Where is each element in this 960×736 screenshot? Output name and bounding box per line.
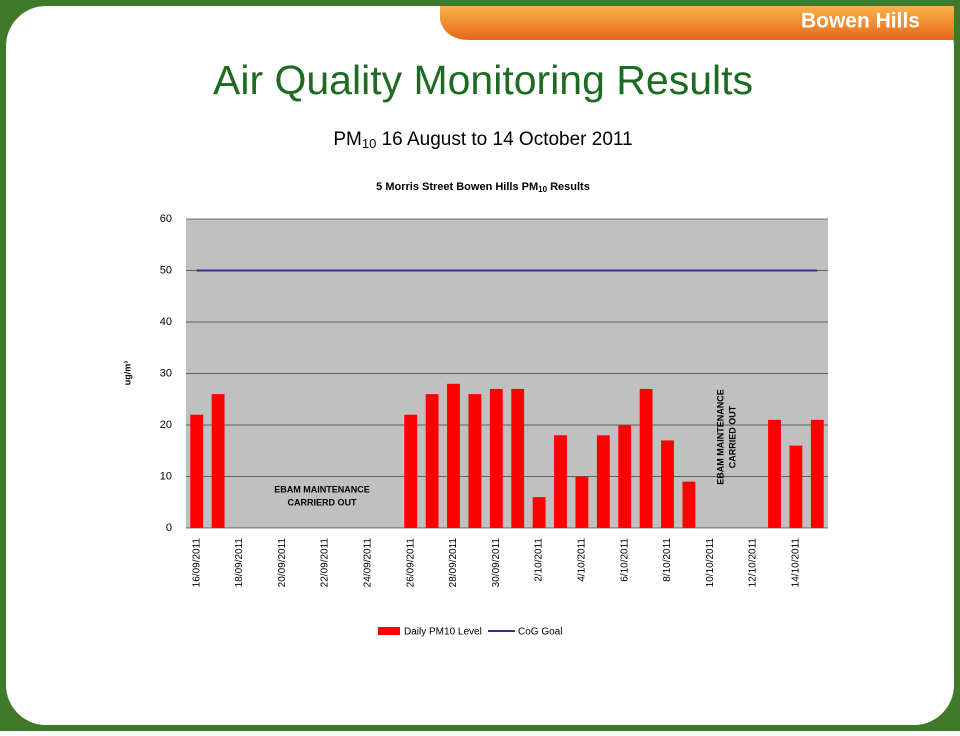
- subtitle-sub: 10: [362, 136, 376, 151]
- x-tick-label: 22/09/2011: [320, 538, 331, 588]
- bar: [661, 440, 674, 528]
- bar: [426, 394, 439, 528]
- bar: [811, 420, 824, 528]
- bar: [447, 384, 460, 528]
- x-tick-label: 8/10/2011: [662, 538, 673, 582]
- annotation: EBAM MAINTENANCE: [715, 389, 725, 485]
- bar: [533, 497, 546, 528]
- x-tick-label: 6/10/2011: [619, 538, 630, 582]
- y-axis-label: ug/m³: [122, 361, 132, 386]
- bar: [404, 415, 417, 528]
- y-tick-label: 20: [160, 419, 172, 431]
- y-tick-label: 0: [166, 522, 172, 534]
- x-tick-label: 30/09/2011: [491, 538, 502, 588]
- bar: [190, 415, 203, 528]
- x-tick-label: 12/10/2011: [748, 538, 759, 588]
- x-tick-label: 28/09/2011: [448, 538, 459, 588]
- x-tick-label: 24/09/2011: [363, 538, 374, 588]
- x-tick-label: 4/10/2011: [577, 538, 588, 582]
- y-tick-label: 40: [160, 316, 172, 328]
- bar: [682, 482, 695, 528]
- legend-label: Daily PM10 Level: [404, 627, 482, 638]
- bar: [212, 394, 225, 528]
- x-tick-label: 14/10/2011: [791, 538, 802, 588]
- legend-swatch: [378, 627, 400, 635]
- legend-label: CoG Goal: [518, 627, 562, 638]
- slide-title: Air Quality Monitoring Results: [213, 57, 753, 103]
- page: Bowen Hills Air Quality Monitoring Resul…: [0, 0, 960, 736]
- chart-title-part: Results: [547, 181, 590, 193]
- subtitle-part: PM: [333, 129, 362, 150]
- x-tick-label: 20/09/2011: [277, 538, 288, 588]
- x-tick-label: 26/09/2011: [405, 538, 416, 588]
- annotation: CARRIERD OUT: [288, 497, 358, 507]
- x-tick-label: 18/09/2011: [234, 538, 245, 588]
- chart-title-part: 5 Morris Street Bowen Hills PM: [376, 181, 538, 193]
- x-tick-label: 10/10/2011: [705, 538, 716, 588]
- tab-label: Bowen Hills: [801, 10, 920, 33]
- bar: [490, 389, 503, 528]
- bar: [768, 420, 781, 528]
- y-tick-label: 30: [160, 367, 172, 379]
- y-tick-label: 10: [160, 470, 172, 482]
- slide: Bowen Hills Air Quality Monitoring Resul…: [0, 0, 960, 731]
- x-tick-label: 16/09/2011: [191, 538, 202, 588]
- annotation: EBAM MAINTENANCE: [274, 484, 370, 494]
- chart-title: 5 Morris Street Bowen Hills PM10 Results: [376, 181, 590, 194]
- bar: [511, 389, 524, 528]
- annotation: CARRIED OUT: [727, 405, 737, 468]
- bar: [597, 435, 610, 528]
- bar: [640, 389, 653, 528]
- bar: [468, 394, 481, 528]
- bar: [575, 477, 588, 529]
- subtitle-part: 16 August to 14 October 2011: [376, 129, 632, 150]
- y-tick-label: 50: [160, 264, 172, 276]
- bar: [789, 446, 802, 528]
- x-tick-label: 2/10/2011: [534, 538, 545, 582]
- bar: [554, 435, 567, 528]
- bar: [618, 425, 631, 528]
- slide-subtitle: PM10 16 August to 14 October 2011: [333, 129, 632, 151]
- y-tick-label: 60: [160, 213, 172, 225]
